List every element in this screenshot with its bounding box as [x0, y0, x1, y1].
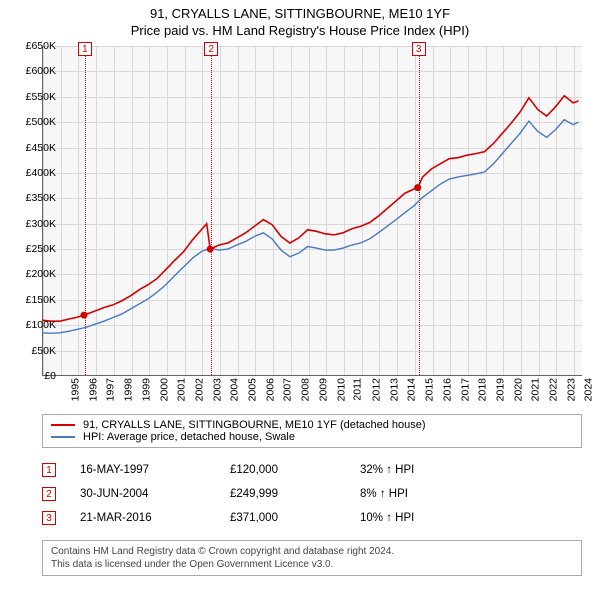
legend-swatch	[51, 436, 75, 438]
series-line-property	[42, 96, 578, 321]
x-axis-tick: 2018	[477, 378, 489, 401]
event-row-price: £120,000	[230, 464, 360, 476]
legend-swatch	[51, 424, 75, 426]
chart-plot-area: 123	[42, 46, 582, 376]
x-axis-tick: 2012	[370, 378, 382, 401]
chart-title-address: 91, CRYALLS LANE, SITTINGBOURNE, ME10 1Y…	[0, 0, 600, 21]
x-axis-tick: 2011	[352, 378, 364, 401]
event-row-price: £249,999	[230, 488, 360, 500]
x-axis-tick: 1999	[140, 378, 152, 401]
y-axis-tick: £550K	[6, 91, 56, 103]
y-axis-tick: £150K	[6, 294, 56, 306]
legend-label: HPI: Average price, detached house, Swal…	[83, 431, 295, 443]
chart-legend: 91, CRYALLS LANE, SITTINGBOURNE, ME10 1Y…	[42, 414, 582, 448]
event-row-hpi: 10% ↑ HPI	[360, 512, 480, 524]
event-row: 2 30-JUN-2004£249,9998% ↑ HPI	[42, 482, 582, 506]
event-dot	[414, 184, 421, 191]
y-axis-tick: £650K	[6, 40, 56, 52]
x-axis-tick: 2014	[406, 378, 418, 401]
x-axis-tick: 2002	[193, 378, 205, 401]
x-axis-tick: 2008	[300, 378, 312, 401]
event-row-hpi: 8% ↑ HPI	[360, 488, 480, 500]
y-axis-tick: £350K	[6, 192, 56, 204]
event-row-date: 16-MAY-1997	[80, 464, 230, 476]
event-row-date: 21-MAR-2016	[80, 512, 230, 524]
x-axis-tick: 2024	[583, 378, 595, 401]
y-axis-tick: £300K	[6, 218, 56, 230]
event-row-date: 30-JUN-2004	[80, 488, 230, 500]
y-axis-tick: £50K	[6, 345, 56, 357]
x-axis-tick: 2019	[494, 378, 506, 401]
x-axis-tick: 2017	[459, 378, 471, 401]
y-axis-tick: £500K	[6, 116, 56, 128]
x-axis-tick: 2006	[264, 378, 276, 401]
event-dot	[80, 312, 87, 319]
x-axis-tick: 2015	[423, 378, 435, 401]
x-axis-tick: 2007	[282, 378, 294, 401]
legend-item: 91, CRYALLS LANE, SITTINGBOURNE, ME10 1Y…	[51, 419, 573, 431]
x-axis-tick: 1997	[105, 378, 117, 401]
x-axis-tick: 2001	[176, 378, 188, 401]
y-axis-tick: £400K	[6, 167, 56, 179]
footer-line2: This data is licensed under the Open Gov…	[51, 558, 573, 571]
x-axis-tick: 1996	[87, 378, 99, 401]
event-row: 1 16-MAY-1997£120,00032% ↑ HPI	[42, 458, 582, 482]
x-axis-tick: 2004	[229, 378, 241, 401]
legend-label: 91, CRYALLS LANE, SITTINGBOURNE, ME10 1Y…	[83, 419, 426, 431]
event-row-number: 3	[42, 511, 56, 525]
event-row: 3 21-MAR-2016£371,00010% ↑ HPI	[42, 506, 582, 530]
x-axis-tick: 2009	[317, 378, 329, 401]
x-axis-tick: 2010	[335, 378, 347, 401]
y-axis-tick: £100K	[6, 319, 56, 331]
y-axis-tick: £600K	[6, 65, 56, 77]
x-axis-tick: 2013	[388, 378, 400, 401]
event-row-hpi: 32% ↑ HPI	[360, 464, 480, 476]
event-row-number: 1	[42, 463, 56, 477]
x-axis-tick: 1998	[122, 378, 134, 401]
y-axis-tick: £0	[6, 370, 56, 382]
x-axis-tick: 2020	[512, 378, 524, 401]
legend-item: HPI: Average price, detached house, Swal…	[51, 431, 573, 443]
y-axis-tick: £450K	[6, 142, 56, 154]
chart-title-sub: Price paid vs. HM Land Registry's House …	[0, 21, 600, 44]
x-axis-tick: 2005	[246, 378, 258, 401]
x-axis-tick: 2022	[547, 378, 559, 401]
event-row-price: £371,000	[230, 512, 360, 524]
event-row-number: 2	[42, 487, 56, 501]
x-axis-tick: 2000	[158, 378, 170, 401]
x-axis-tick: 2023	[565, 378, 577, 401]
x-axis-tick: 2003	[211, 378, 223, 401]
events-table: 1 16-MAY-1997£120,00032% ↑ HPI 2 30-JUN-200…	[42, 458, 582, 530]
y-axis-tick: £250K	[6, 243, 56, 255]
x-axis-tick: 1995	[69, 378, 81, 401]
footer-line1: Contains HM Land Registry data © Crown c…	[51, 545, 573, 558]
y-axis-tick: £200K	[6, 268, 56, 280]
x-axis-tick: 2016	[441, 378, 453, 401]
attribution-footer: Contains HM Land Registry data © Crown c…	[42, 540, 582, 576]
x-axis-tick: 2021	[530, 378, 542, 401]
event-dot	[207, 246, 214, 253]
